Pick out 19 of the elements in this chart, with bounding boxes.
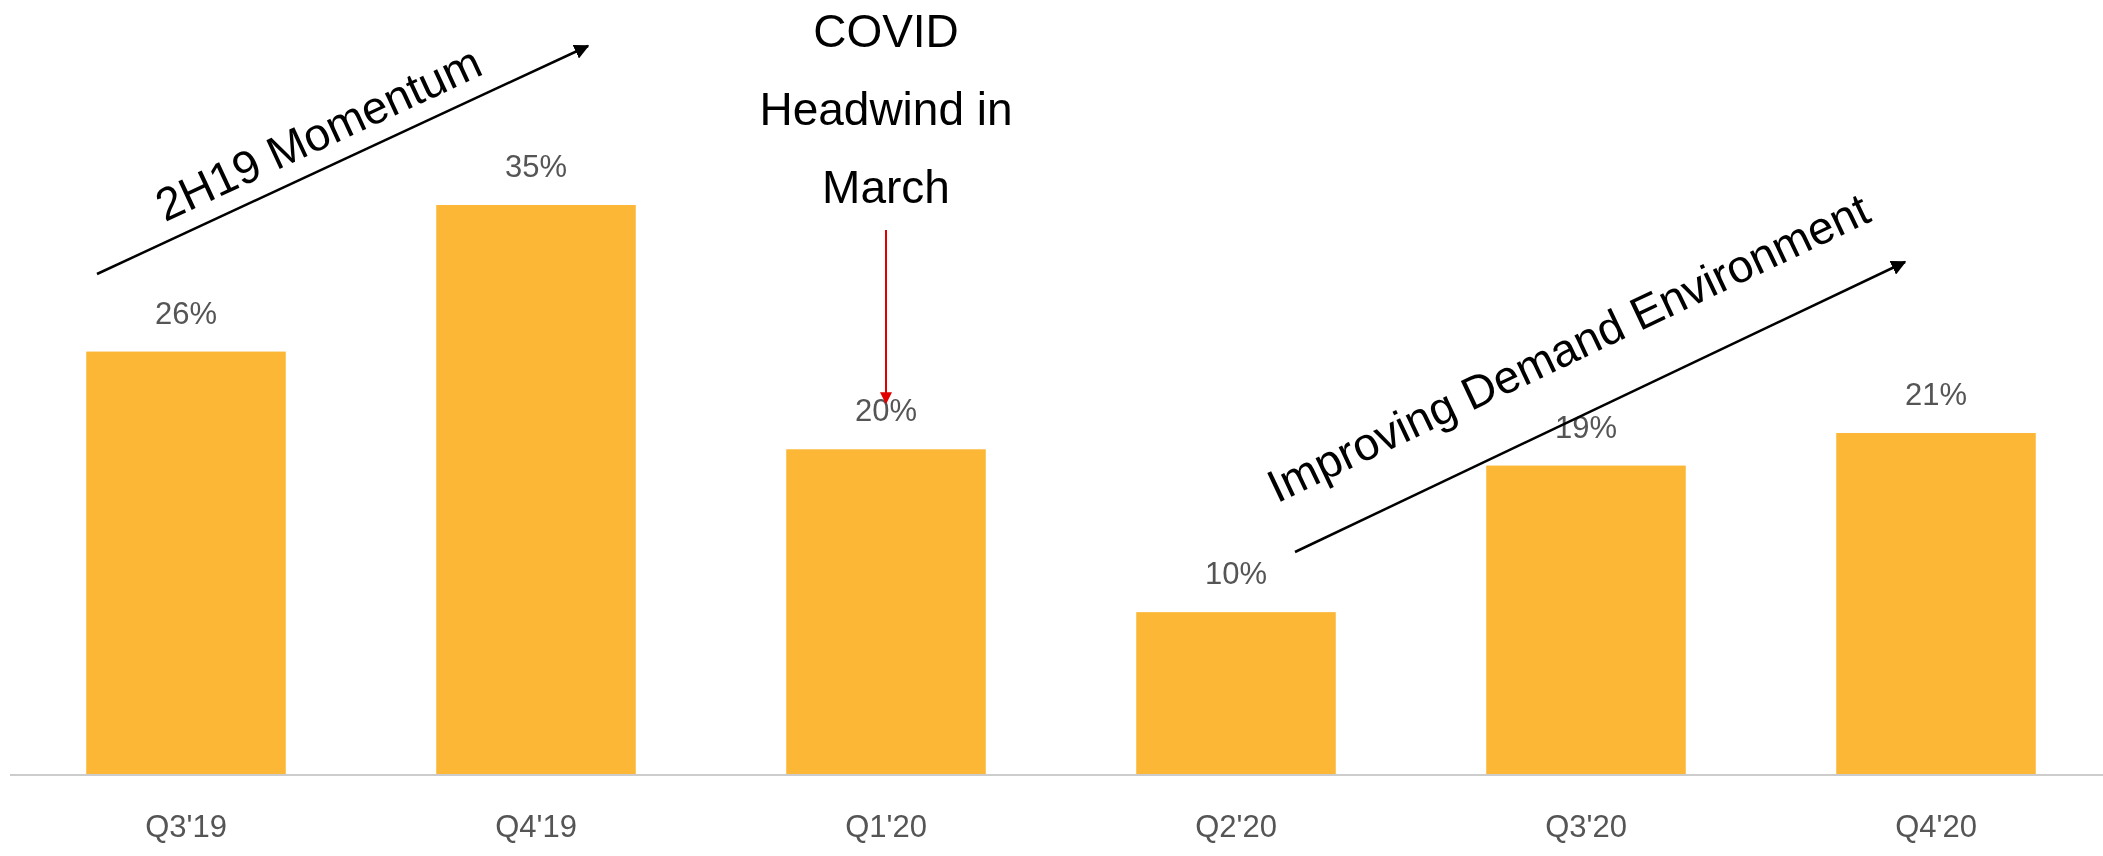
bar [1136, 612, 1336, 775]
data-label: 19% [1554, 409, 1618, 445]
x-tick-label: Q2'20 [1195, 809, 1277, 844]
bar [786, 449, 986, 775]
x-tick-label: Q3'19 [145, 809, 227, 844]
data-label: 21% [1904, 377, 1968, 412]
bar [1836, 433, 2036, 775]
data-label: 35% [504, 149, 568, 184]
x-tick-label: Q4'19 [495, 809, 577, 844]
x-tick-label: Q4'20 [1895, 809, 1977, 844]
bar [86, 351, 286, 775]
bar [436, 205, 636, 775]
x-tick-label: Q3'20 [1545, 809, 1627, 844]
x-tick-label: Q1'20 [845, 809, 927, 844]
data-label: 10% [1204, 556, 1268, 592]
bar [1486, 465, 1686, 775]
data-label: 26% [154, 295, 218, 331]
annotation: COVID Headwind in March [759, 5, 1013, 213]
data-label: 20% [854, 393, 918, 429]
